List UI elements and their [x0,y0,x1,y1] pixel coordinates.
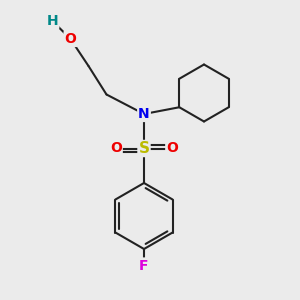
Text: O: O [110,142,122,155]
Text: O: O [166,142,178,155]
Text: F: F [139,259,149,272]
Text: S: S [139,141,149,156]
Text: N: N [138,107,150,121]
Text: H: H [47,14,58,28]
Text: O: O [64,32,76,46]
